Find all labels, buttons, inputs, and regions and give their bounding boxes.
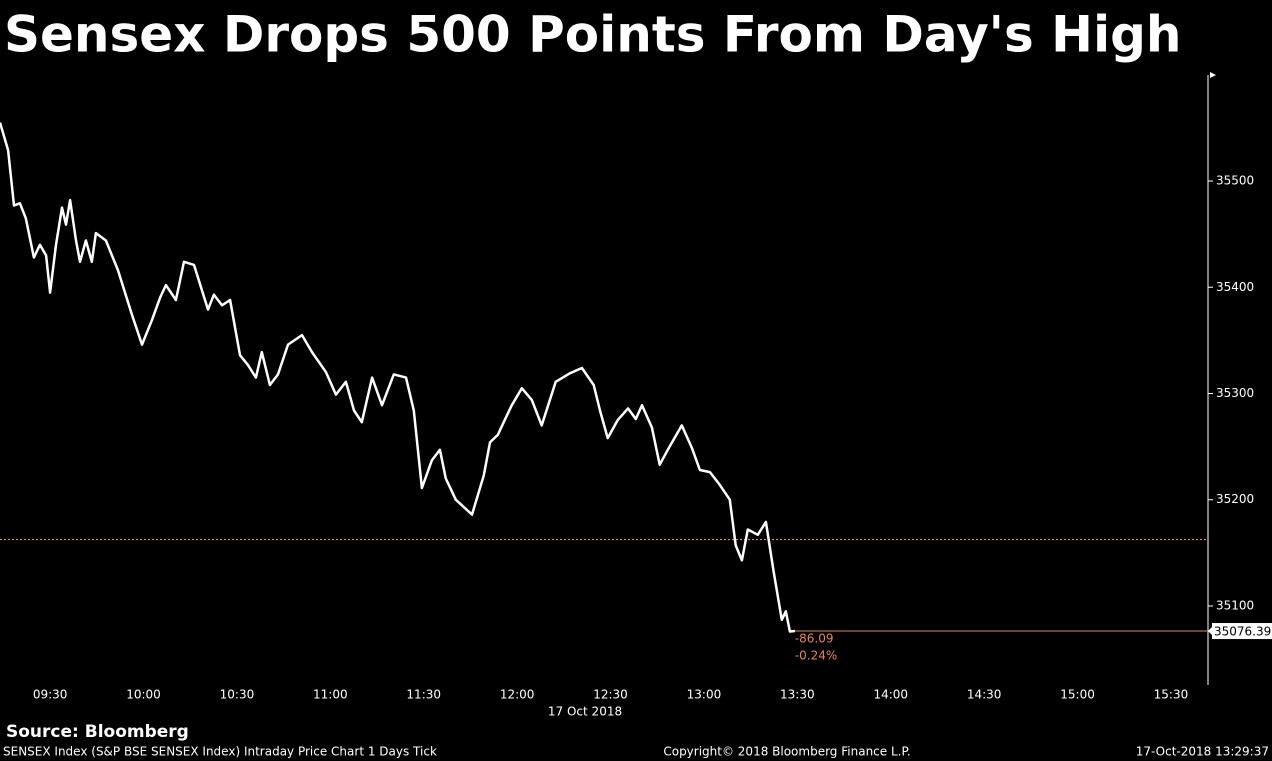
y-tick-label: 35400 bbox=[1216, 280, 1254, 294]
x-tick-label: 15:30 bbox=[1154, 688, 1189, 702]
x-tick-label: 15:00 bbox=[1060, 688, 1095, 702]
footer-right: 17-Oct-2018 13:29:37 bbox=[1136, 745, 1269, 759]
y-tick-label: 35300 bbox=[1216, 386, 1254, 400]
x-tick-label: 11:00 bbox=[313, 688, 348, 702]
x-tick-label: 10:30 bbox=[220, 688, 255, 702]
x-tick-label: 10:00 bbox=[126, 688, 161, 702]
change-label: -0.24% bbox=[795, 649, 837, 663]
y-tick-label: 35500 bbox=[1216, 174, 1254, 188]
chart-title: Sensex Drops 500 Points From Day's High bbox=[4, 6, 1182, 64]
x-tick-label: 12:30 bbox=[593, 688, 628, 702]
change-label: -86.09 bbox=[795, 632, 834, 646]
price-line bbox=[0, 122, 796, 633]
x-tick-label: 14:30 bbox=[967, 688, 1002, 702]
last-value-pointer bbox=[1208, 626, 1213, 637]
x-tick-label: 09:30 bbox=[33, 688, 68, 702]
last-value-box bbox=[1212, 623, 1272, 640]
footer-left: SENSEX Index (S&P BSE SENSEX Index) Intr… bbox=[3, 745, 437, 759]
footer-center: Copyright© 2018 Bloomberg Finance L.P. bbox=[663, 745, 910, 759]
y-tick-label: 35100 bbox=[1216, 598, 1254, 612]
x-tick-label: 12:00 bbox=[500, 688, 535, 702]
x-tick-label: 13:00 bbox=[687, 688, 722, 702]
x-tick-label: 14:00 bbox=[873, 688, 908, 702]
y-tick-label: 35200 bbox=[1216, 492, 1254, 506]
x-tick-label: 11:30 bbox=[406, 688, 441, 702]
x-tick-label: 13:30 bbox=[780, 688, 815, 702]
x-date-label: 17 Oct 2018 bbox=[548, 705, 622, 719]
source: Source: Bloomberg bbox=[6, 722, 189, 742]
axis-arrow bbox=[1210, 72, 1216, 78]
last-value-label: 35076.39 bbox=[1214, 625, 1271, 639]
